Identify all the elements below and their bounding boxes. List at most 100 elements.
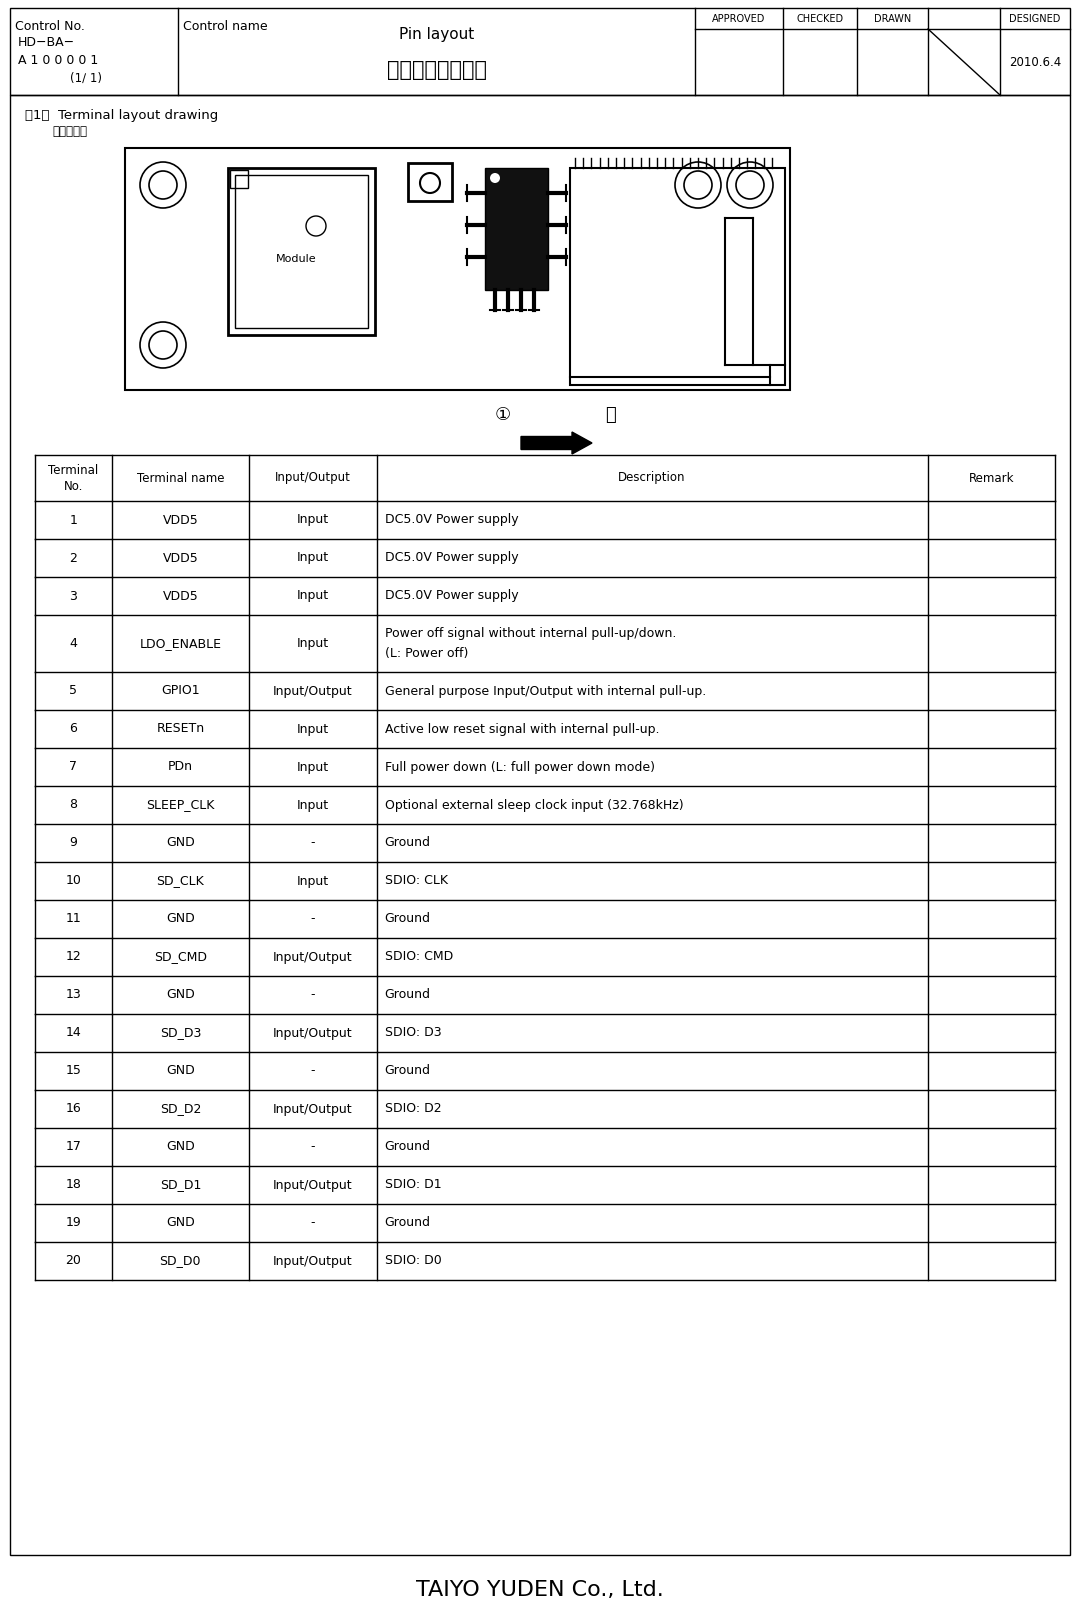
Text: Input: Input bbox=[297, 799, 329, 812]
Text: Module: Module bbox=[276, 254, 317, 264]
Text: Pin layout: Pin layout bbox=[399, 28, 474, 42]
Text: Description: Description bbox=[618, 472, 686, 485]
Text: Input/Output: Input/Output bbox=[273, 1255, 353, 1268]
Text: CHECKED: CHECKED bbox=[796, 13, 844, 23]
Text: Input: Input bbox=[297, 514, 329, 527]
Text: 18: 18 bbox=[66, 1178, 81, 1191]
Text: LDO_ENABLE: LDO_ENABLE bbox=[139, 637, 221, 650]
Text: 16: 16 bbox=[66, 1102, 81, 1115]
Circle shape bbox=[490, 173, 500, 183]
Text: 10: 10 bbox=[66, 874, 81, 888]
Text: -: - bbox=[311, 1141, 315, 1154]
Text: -: - bbox=[311, 989, 315, 1002]
Text: Input: Input bbox=[297, 551, 329, 564]
Text: VDD5: VDD5 bbox=[163, 551, 199, 564]
Text: GPIO1: GPIO1 bbox=[161, 684, 200, 697]
Text: 12: 12 bbox=[66, 950, 81, 963]
Text: 端子配置図: 端子配置図 bbox=[52, 125, 87, 138]
Text: RESETn: RESETn bbox=[156, 723, 204, 736]
Text: DC5.0V Power supply: DC5.0V Power supply bbox=[385, 590, 518, 603]
Text: SDIO: CMD: SDIO: CMD bbox=[385, 950, 453, 963]
Text: Remark: Remark bbox=[969, 472, 1014, 485]
Text: ピンレイアウト図: ピンレイアウト図 bbox=[386, 60, 487, 79]
Text: SD_D0: SD_D0 bbox=[160, 1255, 201, 1268]
Text: DC5.0V Power supply: DC5.0V Power supply bbox=[385, 514, 518, 527]
Text: SDIO: D1: SDIO: D1 bbox=[385, 1178, 441, 1191]
Text: Input/Output: Input/Output bbox=[275, 472, 351, 485]
Text: Ground: Ground bbox=[385, 1065, 431, 1078]
Text: SD_D2: SD_D2 bbox=[160, 1102, 201, 1115]
Text: 3: 3 bbox=[69, 590, 78, 603]
Text: Input/Output: Input/Output bbox=[273, 1026, 353, 1039]
Text: 2: 2 bbox=[69, 551, 78, 564]
Text: Input/Output: Input/Output bbox=[273, 950, 353, 963]
Text: -: - bbox=[311, 836, 315, 849]
Text: 17: 17 bbox=[66, 1141, 81, 1154]
Text: Ground: Ground bbox=[385, 989, 431, 1002]
Text: Ground: Ground bbox=[385, 836, 431, 849]
Text: 9: 9 bbox=[69, 836, 78, 849]
Text: （1）  Terminal layout drawing: （1） Terminal layout drawing bbox=[25, 109, 218, 122]
Text: (1∕ 1): (1∕ 1) bbox=[70, 71, 103, 84]
Text: SDIO: D3: SDIO: D3 bbox=[385, 1026, 441, 1039]
Bar bbox=[408, 164, 452, 201]
Text: 6: 6 bbox=[69, 723, 78, 736]
Text: ⑳: ⑳ bbox=[604, 405, 615, 425]
Text: Control name: Control name bbox=[183, 19, 268, 32]
Text: GND: GND bbox=[166, 1141, 194, 1154]
Text: -: - bbox=[311, 1065, 315, 1078]
Text: HD−BA−: HD−BA− bbox=[18, 36, 76, 49]
Text: SD_CLK: SD_CLK bbox=[156, 874, 204, 888]
Text: 1: 1 bbox=[69, 514, 78, 527]
Bar bbox=[230, 170, 248, 188]
Text: Active low reset signal with internal pull-up.: Active low reset signal with internal pu… bbox=[385, 723, 659, 736]
Text: SD_CMD: SD_CMD bbox=[154, 950, 207, 963]
Text: TAIYO YUDEN Co., Ltd.: TAIYO YUDEN Co., Ltd. bbox=[415, 1580, 664, 1600]
Text: SD_D1: SD_D1 bbox=[160, 1178, 201, 1191]
Text: VDD5: VDD5 bbox=[163, 590, 199, 603]
FancyArrow shape bbox=[521, 433, 592, 454]
Text: Ground: Ground bbox=[385, 913, 431, 926]
Text: DESIGNED: DESIGNED bbox=[1009, 13, 1061, 23]
Text: Control No.: Control No. bbox=[15, 19, 85, 32]
Text: DC5.0V Power supply: DC5.0V Power supply bbox=[385, 551, 518, 564]
Text: GND: GND bbox=[166, 836, 194, 849]
Text: Terminal name: Terminal name bbox=[137, 472, 224, 485]
Text: General purpose Input/Output with internal pull-up.: General purpose Input/Output with intern… bbox=[385, 684, 706, 697]
Text: Input/Output: Input/Output bbox=[273, 1102, 353, 1115]
Text: DRAWN: DRAWN bbox=[874, 13, 911, 23]
Bar bbox=[235, 175, 368, 327]
Text: Input/Output: Input/Output bbox=[273, 684, 353, 697]
Bar bbox=[10, 8, 1070, 96]
Text: Input: Input bbox=[297, 590, 329, 603]
Text: -: - bbox=[311, 913, 315, 926]
Text: SDIO: D0: SDIO: D0 bbox=[385, 1255, 441, 1268]
Text: 13: 13 bbox=[66, 989, 81, 1002]
Text: Input: Input bbox=[297, 723, 329, 736]
Text: (L: Power off): (L: Power off) bbox=[385, 647, 468, 660]
Text: Full power down (L: full power down mode): Full power down (L: full power down mode… bbox=[385, 760, 655, 773]
Text: 11: 11 bbox=[66, 913, 81, 926]
Text: APPROVED: APPROVED bbox=[712, 13, 766, 23]
Text: GND: GND bbox=[166, 913, 194, 926]
Text: Optional external sleep clock input (32.768kHz): Optional external sleep clock input (32.… bbox=[385, 799, 683, 812]
Bar bbox=[484, 169, 548, 290]
Text: -: - bbox=[311, 1216, 315, 1229]
Text: GND: GND bbox=[166, 989, 194, 1002]
Text: 14: 14 bbox=[66, 1026, 81, 1039]
Text: SDIO: CLK: SDIO: CLK bbox=[385, 874, 448, 888]
Text: SD_D3: SD_D3 bbox=[160, 1026, 201, 1039]
Text: 7: 7 bbox=[69, 760, 78, 773]
Text: Input: Input bbox=[297, 874, 329, 888]
Text: 8: 8 bbox=[69, 799, 78, 812]
Text: Ground: Ground bbox=[385, 1216, 431, 1229]
Text: VDD5: VDD5 bbox=[163, 514, 199, 527]
Text: 15: 15 bbox=[66, 1065, 81, 1078]
Text: 2010.6.4: 2010.6.4 bbox=[1009, 55, 1061, 68]
Text: 19: 19 bbox=[66, 1216, 81, 1229]
Bar bbox=[125, 148, 790, 391]
Text: PDn: PDn bbox=[168, 760, 193, 773]
Text: 5: 5 bbox=[69, 684, 78, 697]
Text: SDIO: D2: SDIO: D2 bbox=[385, 1102, 441, 1115]
Text: A 1 0 0 0 0 1: A 1 0 0 0 0 1 bbox=[18, 53, 98, 66]
